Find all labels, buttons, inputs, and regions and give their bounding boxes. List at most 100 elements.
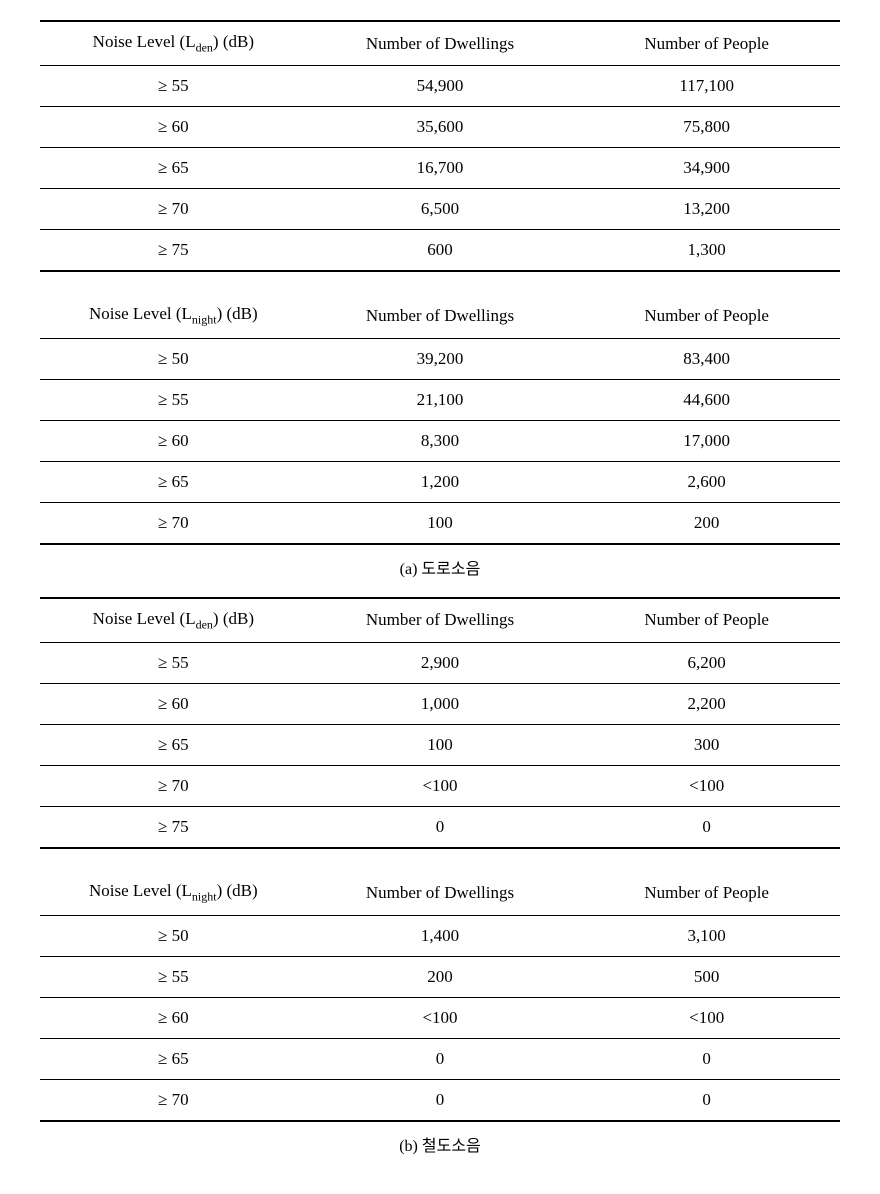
table-row: ≥ 501,4003,100 <box>40 915 840 956</box>
cell-dwellings: 600 <box>307 230 574 272</box>
cell-noise-level: ≥ 65 <box>40 461 307 502</box>
table-row: ≥ 6500 <box>40 1038 840 1079</box>
cell-noise-level: ≥ 55 <box>40 643 307 684</box>
cell-noise-level: ≥ 55 <box>40 66 307 107</box>
cell-noise-level: ≥ 55 <box>40 956 307 997</box>
col-header-dwellings: Number of Dwellings <box>307 598 574 643</box>
table-spacer <box>40 859 840 871</box>
cell-noise-level: ≥ 65 <box>40 725 307 766</box>
cell-noise-level: ≥ 65 <box>40 1038 307 1079</box>
cell-dwellings: 1,000 <box>307 684 574 725</box>
noise-table: Noise Level (Lnight) (dB)Number of Dwell… <box>40 871 840 1121</box>
col-header-dwellings: Number of Dwellings <box>307 294 574 338</box>
col1-prefix: Noise Level (L <box>93 609 196 628</box>
cell-people: 200 <box>573 502 840 544</box>
cell-people: 0 <box>573 1038 840 1079</box>
cell-people: 300 <box>573 725 840 766</box>
table-row: ≥ 70100200 <box>40 502 840 544</box>
cell-dwellings: <100 <box>307 766 574 807</box>
col1-suffix: ) (dB) <box>213 32 254 51</box>
table-row: ≥ 651,2002,600 <box>40 461 840 502</box>
cell-noise-level: ≥ 75 <box>40 807 307 849</box>
cell-dwellings: 1,400 <box>307 915 574 956</box>
table-row: ≥ 706,50013,200 <box>40 189 840 230</box>
cell-noise-level: ≥ 75 <box>40 230 307 272</box>
cell-noise-level: ≥ 50 <box>40 338 307 379</box>
col1-subscript: den <box>196 617 213 631</box>
cell-dwellings: 8,300 <box>307 420 574 461</box>
cell-people: 0 <box>573 1079 840 1121</box>
col1-suffix: ) (dB) <box>213 609 254 628</box>
cell-people: 0 <box>573 807 840 849</box>
cell-people: <100 <box>573 766 840 807</box>
table-row: ≥ 6035,60075,800 <box>40 107 840 148</box>
cell-dwellings: 21,100 <box>307 379 574 420</box>
col-header-people: Number of People <box>573 294 840 338</box>
cell-noise-level: ≥ 60 <box>40 997 307 1038</box>
tables-container: Noise Level (Lden) (dB)Number of Dwellin… <box>40 20 840 1156</box>
cell-people: 83,400 <box>573 338 840 379</box>
table-row: ≥ 7000 <box>40 1079 840 1121</box>
cell-people: 13,200 <box>573 189 840 230</box>
cell-people: 2,600 <box>573 461 840 502</box>
section-caption: (a) 도로소음 <box>40 555 840 579</box>
noise-table: Noise Level (Lden) (dB) Number of Dwellin… <box>40 597 840 849</box>
table-row: ≥ 6516,70034,900 <box>40 148 840 189</box>
table-row: ≥ 55200500 <box>40 956 840 997</box>
cell-noise-level: ≥ 50 <box>40 915 307 956</box>
cell-dwellings: 39,200 <box>307 338 574 379</box>
table-row: ≥ 5554,900117,100 <box>40 66 840 107</box>
col1-prefix: Noise Level (L <box>89 304 192 323</box>
col-header-noise-level: Noise Level (Lden) (dB) <box>40 21 307 66</box>
cell-dwellings: 200 <box>307 956 574 997</box>
cell-people: 117,100 <box>573 66 840 107</box>
cell-noise-level: ≥ 70 <box>40 502 307 544</box>
cell-dwellings: 54,900 <box>307 66 574 107</box>
cell-people: 6,200 <box>573 643 840 684</box>
cell-dwellings: 35,600 <box>307 107 574 148</box>
table-row: ≥ 5521,10044,600 <box>40 379 840 420</box>
cell-noise-level: ≥ 70 <box>40 766 307 807</box>
col1-subscript: den <box>196 40 213 54</box>
cell-noise-level: ≥ 70 <box>40 189 307 230</box>
cell-people: 500 <box>573 956 840 997</box>
cell-noise-level: ≥ 60 <box>40 107 307 148</box>
cell-noise-level: ≥ 65 <box>40 148 307 189</box>
cell-dwellings: 6,500 <box>307 189 574 230</box>
table-row: ≥ 756001,300 <box>40 230 840 272</box>
table-row: ≥ 5039,20083,400 <box>40 338 840 379</box>
table-row: ≥ 65100300 <box>40 725 840 766</box>
cell-people: 75,800 <box>573 107 840 148</box>
table-row: ≥ 7500 <box>40 807 840 849</box>
section-caption: (b) 철도소음 <box>40 1132 840 1156</box>
cell-noise-level: ≥ 60 <box>40 684 307 725</box>
cell-people: 34,900 <box>573 148 840 189</box>
cell-noise-level: ≥ 60 <box>40 420 307 461</box>
cell-noise-level: ≥ 70 <box>40 1079 307 1121</box>
col1-suffix: ) (dB) <box>217 304 258 323</box>
cell-people: 1,300 <box>573 230 840 272</box>
col-header-dwellings: Number of Dwellings <box>307 871 574 915</box>
table-row: ≥ 601,0002,200 <box>40 684 840 725</box>
col-header-people: Number of People <box>573 598 840 643</box>
col-header-noise-level: Noise Level (Lnight) (dB) <box>40 294 307 338</box>
cell-people: 44,600 <box>573 379 840 420</box>
col1-suffix: ) (dB) <box>217 881 258 900</box>
table-row: ≥ 60<100<100 <box>40 997 840 1038</box>
cell-dwellings: 1,200 <box>307 461 574 502</box>
col1-subscript: night <box>192 313 217 327</box>
table-row: ≥ 70<100<100 <box>40 766 840 807</box>
cell-dwellings: 100 <box>307 725 574 766</box>
cell-people: 3,100 <box>573 915 840 956</box>
cell-dwellings: 0 <box>307 1038 574 1079</box>
cell-people: 17,000 <box>573 420 840 461</box>
noise-table: Noise Level (Lden) (dB)Number of Dwellin… <box>40 20 840 272</box>
col1-subscript: night <box>192 890 217 904</box>
cell-people: 2,200 <box>573 684 840 725</box>
cell-dwellings: 100 <box>307 502 574 544</box>
cell-dwellings: <100 <box>307 997 574 1038</box>
col-header-dwellings: Number of Dwellings <box>307 21 574 66</box>
col1-prefix: Noise Level (L <box>93 32 196 51</box>
table-row: ≥ 608,30017,000 <box>40 420 840 461</box>
col-header-people: Number of People <box>573 871 840 915</box>
